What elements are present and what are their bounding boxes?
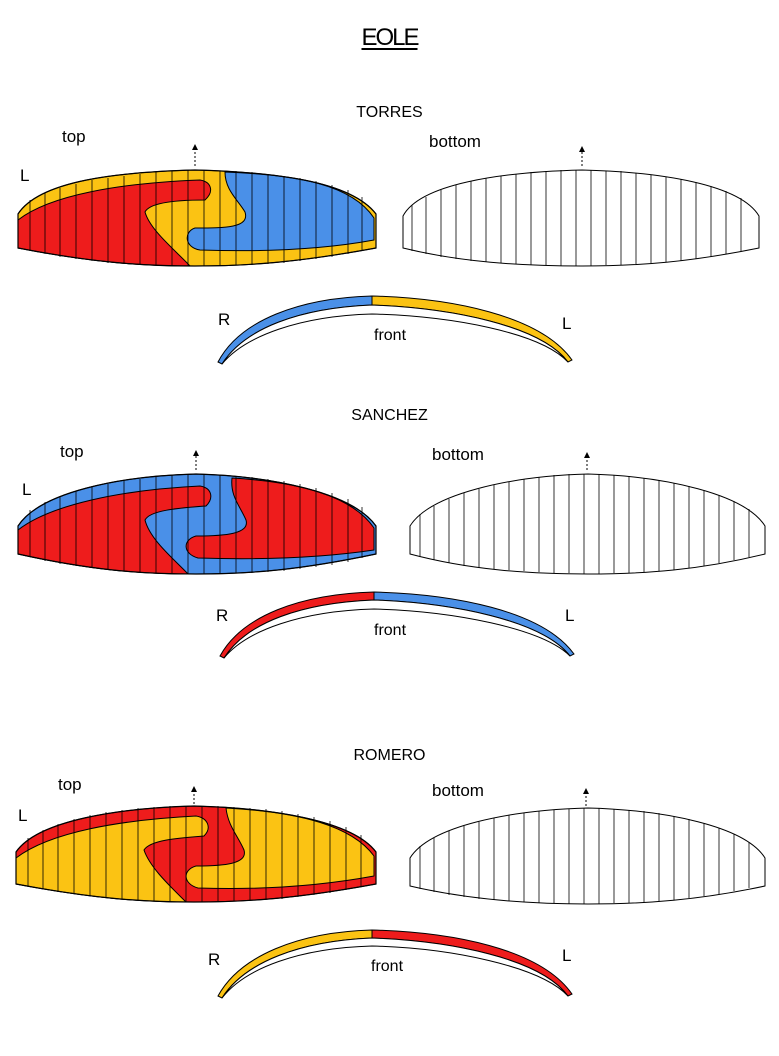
front-label-l: L [562, 314, 572, 333]
front-view-label: front [374, 327, 407, 344]
model-torres: TORRES top bottom L R L front [0, 0, 779, 390]
front-label-l: L [562, 946, 572, 965]
center-arrow-icon [192, 144, 198, 166]
top-view-label: top [60, 442, 84, 461]
front-label-r: R [208, 950, 221, 969]
model-name: TORRES [356, 104, 423, 121]
side-label-l: L [18, 806, 28, 825]
model-name: ROMERO [353, 747, 426, 764]
side-label-l: L [22, 480, 32, 499]
bottom-view-wing [409, 473, 766, 575]
center-arrow-icon [583, 788, 589, 806]
bottom-view-wing [409, 807, 766, 905]
side-label-l: L [20, 166, 30, 185]
bottom-view-label: bottom [432, 781, 484, 800]
front-label-r: R [216, 606, 229, 625]
wing-ribs [29, 170, 363, 266]
center-arrow-icon [584, 452, 590, 470]
bottom-view-label: bottom [429, 132, 481, 151]
front-view-wing [219, 591, 575, 659]
front-label-r: R [218, 310, 231, 329]
bottom-view-label: bottom [432, 445, 484, 464]
wing-drawings [17, 144, 760, 365]
top-view-wing [17, 169, 377, 267]
front-view-wing [217, 295, 573, 365]
front-view-wing [217, 929, 573, 999]
top-view-wing [15, 805, 377, 903]
center-arrow-icon [579, 146, 585, 166]
front-view-label: front [374, 622, 407, 639]
top-view-label: top [62, 127, 86, 146]
model-name: SANCHEZ [351, 407, 428, 424]
bottom-view-wing [402, 169, 760, 267]
top-view-label: top [58, 775, 82, 794]
front-label-l: L [565, 606, 575, 625]
top-view-wing [17, 473, 377, 575]
page-title: EOLE [361, 24, 419, 51]
center-arrow-icon [191, 786, 197, 804]
center-arrow-icon [193, 450, 199, 470]
model-sanchez: SANCHEZ top bottom L R L front [17, 407, 766, 659]
front-view-label: front [371, 958, 404, 975]
wing-drawings [17, 450, 766, 659]
